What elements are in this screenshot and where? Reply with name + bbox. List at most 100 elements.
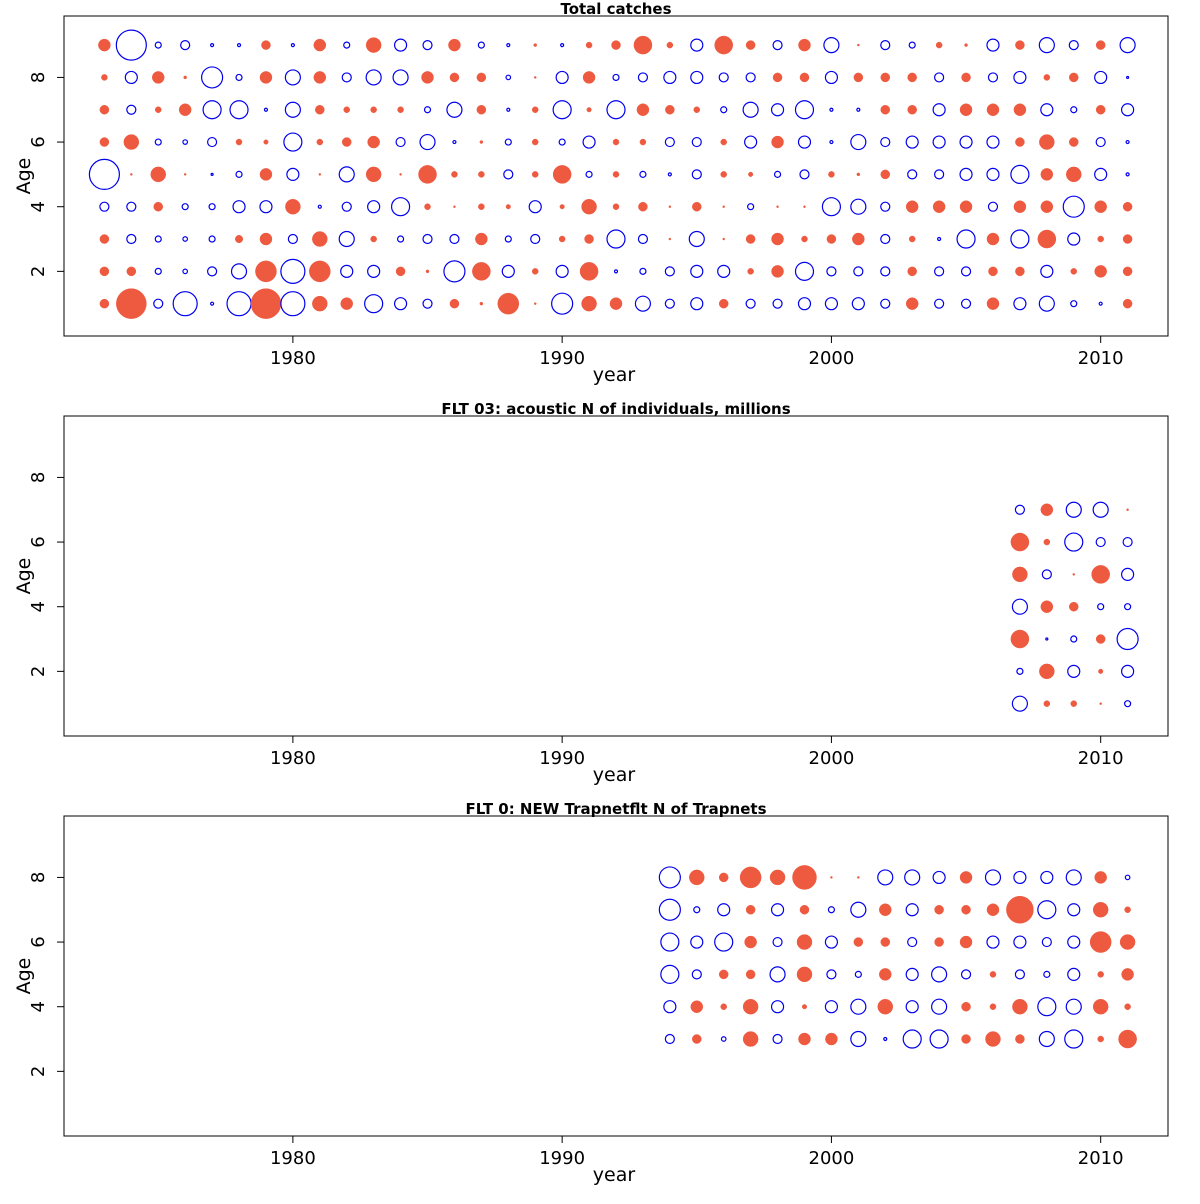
chart-title: FLT 03: acoustic N of individuals, milli… <box>441 400 790 418</box>
y-axis-label: Age <box>13 558 35 595</box>
bubble-positive <box>370 106 377 113</box>
bubble-positive <box>1012 998 1028 1015</box>
bubble-negative <box>477 41 485 49</box>
bubble-positive <box>877 998 894 1015</box>
bubble-positive <box>531 138 539 146</box>
plot-frame <box>63 15 1169 337</box>
bubble-negative <box>850 1030 867 1048</box>
bubble-negative <box>770 903 785 917</box>
bubble-positive <box>771 265 784 278</box>
bubble-positive <box>636 103 650 116</box>
bubble-negative <box>929 1029 949 1049</box>
bubble-negative <box>1065 501 1082 518</box>
x-tick-label: 2000 <box>809 748 855 769</box>
bubble-positive <box>399 173 402 176</box>
x-tick-label: 1980 <box>270 748 316 769</box>
bubble-negative <box>1040 103 1054 117</box>
bubble-negative <box>797 297 812 311</box>
bubble-positive <box>745 904 756 915</box>
y-axis-label: Age <box>13 158 35 195</box>
bubble-positive <box>130 173 133 176</box>
bubble-negative <box>283 132 303 152</box>
chart-panel-2: FLT 03: acoustic N of individuals, milli… <box>13 400 1169 786</box>
bubble-negative <box>880 298 891 309</box>
bubble-negative <box>902 1029 922 1049</box>
bubble-negative <box>1062 195 1085 218</box>
bubble-negative <box>934 72 945 83</box>
bubble-negative <box>905 967 919 981</box>
plot-frame <box>63 415 1169 737</box>
y-tick-label: 8 <box>28 872 49 883</box>
bubble-negative <box>664 136 675 148</box>
bubble-positive <box>309 260 331 283</box>
bubble-negative <box>658 898 681 921</box>
bubble-negative <box>552 100 572 120</box>
bubble-positive <box>421 71 434 84</box>
bubble-positive <box>718 872 729 883</box>
chart-panel-3: FLT 0: NEW Trapnetflt N of Trapnets 1980 1… <box>13 800 1169 1186</box>
bubble-negative <box>824 935 839 949</box>
bubble-negative <box>850 998 867 1015</box>
bubble-positive <box>771 232 784 246</box>
bubble-positive <box>772 72 783 83</box>
bubble-positive <box>792 865 817 890</box>
bubble-positive <box>1006 895 1034 924</box>
bubble-negative <box>691 969 702 980</box>
bubble-positive <box>988 266 998 277</box>
bubble-negative <box>1124 874 1131 881</box>
bubble-negative <box>908 41 916 49</box>
bubble-negative <box>877 869 894 886</box>
bubble-positive <box>261 40 271 50</box>
bubble-negative <box>1013 870 1027 885</box>
bubble-negative <box>506 42 511 48</box>
bubble-negative <box>770 1000 785 1014</box>
x-axis-label: year <box>593 1164 636 1186</box>
bubble-positive <box>633 35 653 55</box>
bubble-negative <box>1011 598 1029 615</box>
bubble-positive <box>533 43 537 47</box>
bubble-positive <box>586 107 592 113</box>
bubble-negative <box>824 1000 839 1014</box>
bubble-negative <box>905 1000 919 1014</box>
bubble-negative <box>154 41 162 49</box>
bubble-positive <box>609 297 623 310</box>
bubble-positive <box>235 235 244 244</box>
bubble-positive <box>745 40 756 50</box>
bubble-negative <box>555 264 569 278</box>
bubble-negative <box>744 135 758 149</box>
bubble-positive <box>798 1032 811 1046</box>
bubble-positive <box>1124 906 1131 913</box>
bubble-positive <box>183 75 187 80</box>
bubble-positive <box>935 41 943 49</box>
bubble-positive <box>722 237 725 241</box>
y-tick-label: 8 <box>28 72 49 83</box>
bubble-positive <box>123 134 140 150</box>
bubble-negative <box>772 298 783 309</box>
bubble-positive <box>934 937 944 947</box>
bubble-positive <box>666 41 674 49</box>
bubble-negative <box>1016 667 1024 675</box>
bubble-negative <box>1121 664 1135 678</box>
bubble-negative <box>341 201 352 212</box>
bubble-negative <box>395 136 406 148</box>
bubble-negative <box>393 297 408 311</box>
bubble-positive <box>720 171 727 178</box>
bubble-positive <box>478 171 485 178</box>
y-tick-label: 2 <box>28 666 49 677</box>
bubble-negative <box>126 233 137 245</box>
bubble-negative <box>1068 39 1079 51</box>
bubble-negative <box>932 870 946 885</box>
bubble-negative <box>613 269 619 274</box>
bubble-positive <box>505 204 511 210</box>
bubble-positive <box>742 998 759 1015</box>
bubble-positive <box>907 266 917 277</box>
bubble-negative <box>931 966 948 983</box>
bubble-negative <box>338 166 355 183</box>
bubble-positive <box>1012 566 1028 583</box>
bubble-negative <box>826 266 837 277</box>
bubble-negative <box>1013 297 1027 311</box>
bubble-negative <box>501 264 515 278</box>
bubble-negative <box>182 236 189 242</box>
bubble-positive <box>880 937 891 947</box>
